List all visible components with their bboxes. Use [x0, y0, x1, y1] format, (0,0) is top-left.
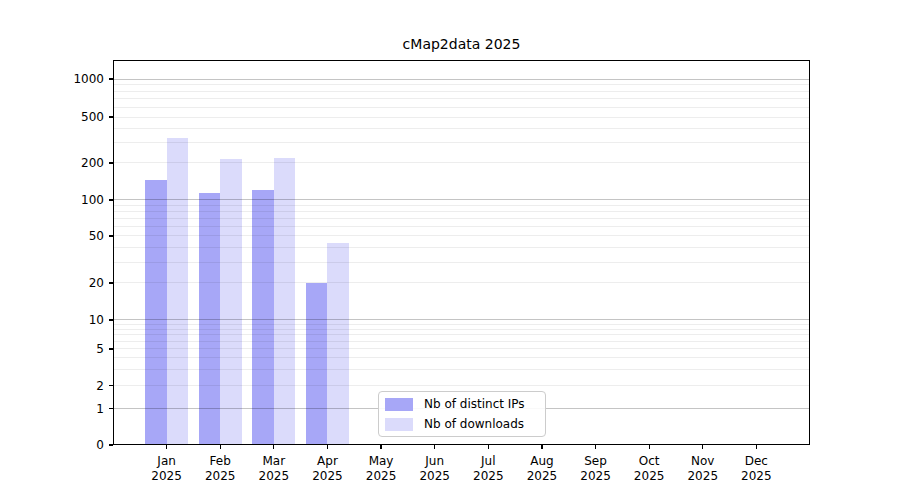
y-tick-mark: [109, 444, 113, 445]
x-tick-month: Dec: [724, 454, 788, 469]
chart-figure: cMap2data 2025 01251020501002005001000Ja…: [0, 0, 900, 500]
gridline-minor: [113, 162, 810, 163]
gridline-minor: [113, 98, 810, 99]
bar-distinct-ips: [252, 190, 274, 445]
x-tick-mark: [756, 445, 757, 449]
bar-downloads: [327, 243, 349, 445]
gridline-minor: [113, 91, 810, 92]
x-tick-mark: [220, 445, 221, 449]
legend-label: Nb of downloads: [424, 417, 524, 431]
x-tick-mark: [649, 445, 650, 449]
y-tick-label: 10: [0, 312, 104, 328]
x-tick-mark: [380, 445, 381, 449]
y-tick-label: 50: [0, 228, 104, 244]
y-tick-mark: [109, 162, 113, 163]
x-tick-mark: [595, 445, 596, 449]
y-tick-mark: [109, 385, 113, 386]
y-tick-mark: [109, 282, 113, 283]
legend-swatch: [385, 418, 413, 431]
bar-downloads: [274, 158, 296, 445]
bar-downloads: [167, 138, 189, 445]
bar-distinct-ips: [306, 283, 328, 445]
y-tick-label: 20: [0, 275, 104, 291]
legend-swatch: [385, 398, 413, 411]
x-tick-mark: [488, 445, 489, 449]
y-tick-label: 5: [0, 341, 104, 357]
y-tick-label: 0: [0, 437, 104, 453]
x-tick-mark: [702, 445, 703, 449]
x-tick-label: Dec2025: [724, 454, 788, 484]
y-tick-label: 100: [0, 192, 104, 208]
y-tick-mark: [109, 78, 113, 79]
y-tick-mark: [109, 235, 113, 236]
y-tick-label: 1000: [0, 71, 104, 87]
y-tick-mark: [109, 348, 113, 349]
bar-distinct-ips: [199, 193, 221, 445]
x-tick-year: 2025: [724, 469, 788, 484]
legend-item: Nb of distinct IPs: [385, 397, 539, 411]
y-tick-label: 1: [0, 401, 104, 417]
y-tick-mark: [109, 408, 113, 409]
gridline-minor: [113, 128, 810, 129]
y-tick-label: 2: [0, 378, 104, 394]
plot-area: [113, 60, 810, 445]
chart-title: cMap2data 2025: [113, 36, 810, 52]
gridline-major: [113, 79, 810, 80]
legend-label: Nb of distinct IPs: [424, 397, 525, 411]
gridline-minor: [113, 84, 810, 85]
y-tick-label: 200: [0, 155, 104, 171]
bar-downloads: [220, 159, 242, 445]
bar-distinct-ips: [145, 180, 167, 445]
x-tick-mark: [327, 445, 328, 449]
y-tick-mark: [109, 116, 113, 117]
x-tick-mark: [541, 445, 542, 449]
x-tick-mark: [166, 445, 167, 449]
gridline-minor: [113, 107, 810, 108]
x-tick-mark: [434, 445, 435, 449]
y-tick-mark: [109, 319, 113, 320]
gridline-minor: [113, 117, 810, 118]
x-tick-mark: [273, 445, 274, 449]
legend: Nb of distinct IPs Nb of downloads: [378, 391, 546, 437]
y-tick-mark: [109, 199, 113, 200]
y-tick-label: 500: [0, 109, 104, 125]
legend-item: Nb of downloads: [385, 417, 539, 431]
gridline-minor: [113, 142, 810, 143]
